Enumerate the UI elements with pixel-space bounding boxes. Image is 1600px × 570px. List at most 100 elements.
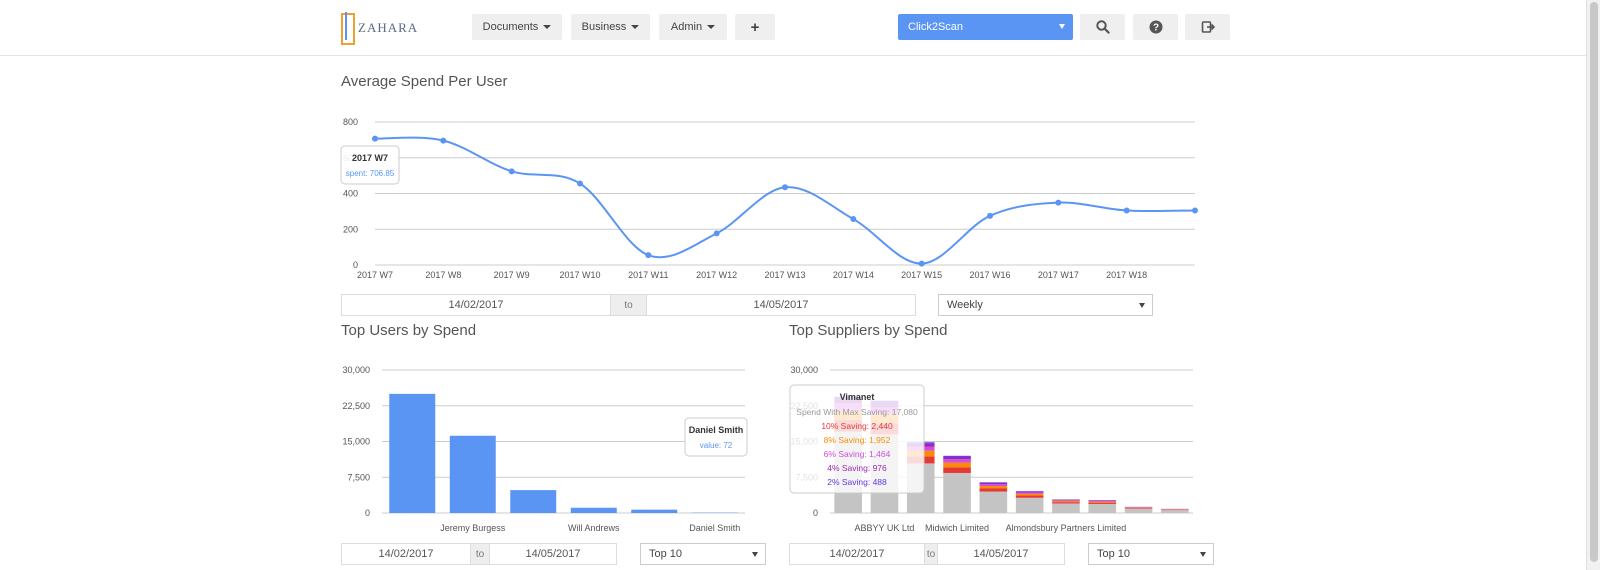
data-point — [1123, 207, 1130, 214]
x-tick-label: 2017 W7 — [357, 270, 393, 280]
bar-segment — [1052, 500, 1080, 502]
y-tick-label: 0 — [813, 508, 818, 518]
y-tick-label: 200 — [343, 224, 358, 234]
bar-segment — [1015, 497, 1044, 513]
x-tick-label: 2017 W8 — [425, 270, 461, 280]
plus-icon: + — [750, 18, 760, 36]
data-point — [782, 184, 788, 191]
data-point — [1055, 199, 1062, 206]
top-suppliers-date-from[interactable]: 14/02/2017 — [789, 543, 925, 565]
bar-segment — [1161, 510, 1189, 513]
bar-segment — [1015, 493, 1044, 496]
avg-spend-date-to[interactable]: 14/05/2017 — [646, 294, 916, 316]
zahara-logo[interactable] — [340, 10, 410, 48]
bar — [510, 490, 557, 513]
chevron-down-icon — [1059, 24, 1065, 29]
top-users-tooltip: Daniel Smith value: 72 — [684, 417, 748, 457]
top-bar: ZAHARA Documents Business Admin + Click2… — [0, 0, 1586, 56]
x-tick-label: ABBYY UK Ltd — [855, 523, 915, 533]
avg-spend-period-value: Weekly — [947, 299, 983, 311]
nav-documents-label: Documents — [482, 21, 539, 33]
y-tick-label: 800 — [343, 117, 358, 127]
x-tick-label: 2017 W11 — [628, 270, 668, 280]
avg-spend-period-select[interactable]: Weekly — [938, 294, 1153, 316]
bar-segment — [1088, 500, 1117, 502]
tooltip-box — [684, 417, 748, 457]
bar-segment — [1052, 502, 1080, 504]
top-users-title: Top Users by Spend — [341, 322, 477, 339]
data-point — [713, 230, 720, 237]
search-icon — [1095, 20, 1110, 34]
avg-spend-tooltip: 2017 W7 spent: 706.85 — [340, 145, 400, 185]
bar-segment — [1088, 501, 1117, 503]
bar-segment — [1124, 508, 1153, 509]
bar-segment — [1052, 503, 1080, 513]
page-scrollbar[interactable] — [1586, 0, 1600, 570]
avg-spend-to-label: to — [611, 294, 646, 316]
top-users-top-select[interactable]: Top 10 — [640, 543, 766, 565]
tooltip-title: Vimanet — [840, 392, 875, 402]
company-select[interactable]: Click2Scan — [898, 14, 1073, 40]
tooltip-line: 10% Saving: 2,440 — [821, 421, 893, 431]
chevron-down-icon — [1200, 552, 1206, 557]
x-tick-label: 2017 W14 — [833, 270, 874, 280]
chevron-down-icon — [543, 25, 552, 29]
data-point — [577, 180, 583, 187]
tooltip-value: value: 72 — [700, 441, 733, 450]
bar-segment — [943, 455, 971, 457]
tooltip-line: 4% Saving: 976 — [827, 463, 887, 473]
top-suppliers-top-select[interactable]: Top 10 — [1088, 543, 1214, 565]
logout-button[interactable] — [1185, 14, 1230, 40]
data-point — [645, 252, 652, 259]
top-suppliers-top-value: Top 10 — [1097, 548, 1131, 560]
x-tick-label: 2017 W16 — [969, 270, 1010, 280]
bar-segment — [943, 459, 971, 463]
nav-admin-button[interactable]: Admin — [659, 14, 727, 40]
tooltip-line: Spend With Max Saving: 17,080 — [796, 407, 918, 417]
help-button[interactable]: ? — [1133, 14, 1178, 40]
bar-segment — [979, 482, 1008, 485]
nav-business-button[interactable]: Business — [571, 14, 650, 40]
top-users-top-value: Top 10 — [649, 548, 683, 560]
x-tick-label: 2017 W10 — [559, 270, 600, 280]
nav-documents-button[interactable]: Documents — [472, 14, 562, 40]
x-tick-label: Will Andrews — [568, 523, 620, 533]
x-tick-label: 2017 W18 — [1106, 270, 1147, 280]
chevron-down-icon — [631, 25, 640, 29]
tooltip-box — [340, 145, 400, 185]
top-users-date-from[interactable]: 14/02/2017 — [341, 543, 471, 565]
search-button[interactable] — [1080, 14, 1125, 40]
top-users-to-label: to — [471, 543, 489, 565]
x-tick-label: 2017 W9 — [494, 270, 530, 280]
bar-segment — [1015, 495, 1044, 498]
y-tick-label: 15,000 — [342, 437, 370, 447]
data-point — [918, 260, 925, 267]
bar-segment — [1015, 491, 1044, 493]
data-point — [508, 168, 515, 175]
bar — [570, 507, 617, 513]
bar-segment — [943, 456, 971, 460]
top-suppliers-tooltip: Vimanet Spend With Max Saving: 17,080 10% … — [789, 384, 925, 494]
logout-icon — [1201, 21, 1215, 33]
top-users-date-to[interactable]: 14/05/2017 — [489, 543, 617, 565]
data-point — [987, 212, 993, 219]
y-tick-label: 30,000 — [342, 365, 370, 375]
nav-business-label: Business — [581, 21, 627, 33]
tooltip-box — [789, 384, 925, 494]
bar-segment — [1052, 501, 1080, 503]
scrollbar-thumb[interactable] — [1590, 2, 1598, 562]
bar-segment — [1088, 500, 1117, 501]
add-button[interactable]: + — [735, 14, 775, 40]
top-suppliers-date-to[interactable]: 14/05/2017 — [937, 543, 1065, 565]
x-tick-label: Daniel Smith — [689, 523, 740, 533]
bar-segment — [1015, 492, 1044, 494]
data-point — [850, 216, 857, 223]
chevron-down-icon — [707, 25, 716, 29]
x-tick-label: 2017 W12 — [696, 270, 737, 280]
tooltip-title: Daniel Smith — [689, 425, 744, 435]
avg-spend-date-from[interactable]: 14/02/2017 — [341, 294, 611, 316]
x-tick-label: 2017 W13 — [764, 270, 805, 280]
bar-segment — [979, 491, 1008, 513]
y-tick-label: 0 — [353, 260, 358, 270]
